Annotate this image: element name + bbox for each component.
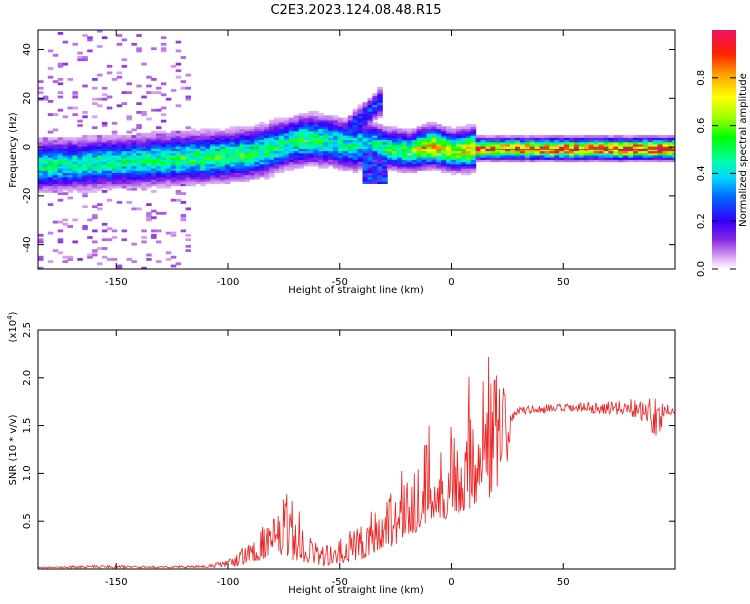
x-tick-label: -150 (105, 577, 128, 588)
colorbar-gradient (712, 30, 736, 269)
x-tick-label: 0 (448, 277, 454, 288)
x-tick-label: -100 (217, 577, 240, 588)
colorbar: 0.0 0.2 0.4 0.6 0.8 Normalized spectral ampl… (696, 30, 749, 277)
y-tick-label: -40 (22, 236, 33, 252)
svg-text:(x104): (x104) (6, 311, 19, 342)
snr-frame (37, 329, 676, 570)
colorbar-label: Normalized spectral amplitude (738, 73, 749, 227)
x-tick-label: -50 (332, 277, 348, 288)
y-tick-label: 40 (22, 43, 33, 56)
snr-x-ticks: -150 -100 -50 0 50 (105, 330, 570, 588)
colorbar-tick-label: 0.2 (696, 213, 707, 229)
heatmap-frame (37, 29, 676, 270)
y-tick-label: 20 (22, 92, 33, 105)
figure-title: C2E3.2023.124.08.48.R15 (270, 3, 441, 18)
snr-series-line (38, 356, 675, 569)
heatmap-x-label: Height of straight line (km) (288, 285, 424, 296)
colorbar-tick-label: 0.0 (696, 261, 707, 277)
x-tick-label: 50 (557, 577, 570, 588)
heatmap-y-label: Frequency (Hz) (8, 112, 19, 188)
snr-y-label: SNR (10 * v/v) (8, 414, 19, 485)
colorbar-tick-label: 0.4 (696, 165, 707, 181)
x-tick-label: -150 (105, 277, 128, 288)
x-tick-label: -100 (217, 277, 240, 288)
y-tick-label: 1.0 (22, 465, 33, 481)
heatmap-x-ticks: -150 -100 -50 0 50 (105, 30, 570, 288)
x-tick-label: 50 (557, 277, 570, 288)
y-tick-label: 2.5 (22, 322, 33, 338)
colorbar-tick-label: 0.8 (696, 70, 707, 86)
colorbar-tick-label: 0.6 (696, 118, 707, 134)
colorbar-ticks: 0.0 0.2 0.4 0.6 0.8 (696, 70, 736, 277)
y-tick-label: 0 (22, 144, 33, 150)
y-tick-label: 1.5 (22, 418, 33, 434)
x-tick-label: -50 (332, 577, 348, 588)
snr-y-scale: (x104) (6, 311, 19, 342)
y-tick-label: -20 (22, 188, 33, 204)
y-tick-label: 0.5 (22, 513, 33, 529)
heatmap-y-ticks: -40 -20 0 20 40 (22, 43, 675, 253)
snr-y-scale-exp: 4 (6, 315, 14, 320)
heatmap-panel: -150 -100 -50 0 50 -40 -20 0 20 40 Height of str… (8, 29, 676, 296)
y-tick-label: 2.0 (22, 370, 33, 386)
snr-y-scale-base: (x10 (8, 320, 19, 343)
snr-panel: -150 -100 -50 0 50 0.5 1.0 1.5 2.0 2.5 Height of… (6, 311, 676, 596)
heatmap-cells (38, 30, 675, 269)
snr-y-ticks: 0.5 1.0 1.5 2.0 2.5 (22, 322, 675, 529)
snr-x-label: Height of straight line (km) (288, 585, 424, 596)
x-tick-label: 0 (448, 577, 454, 588)
